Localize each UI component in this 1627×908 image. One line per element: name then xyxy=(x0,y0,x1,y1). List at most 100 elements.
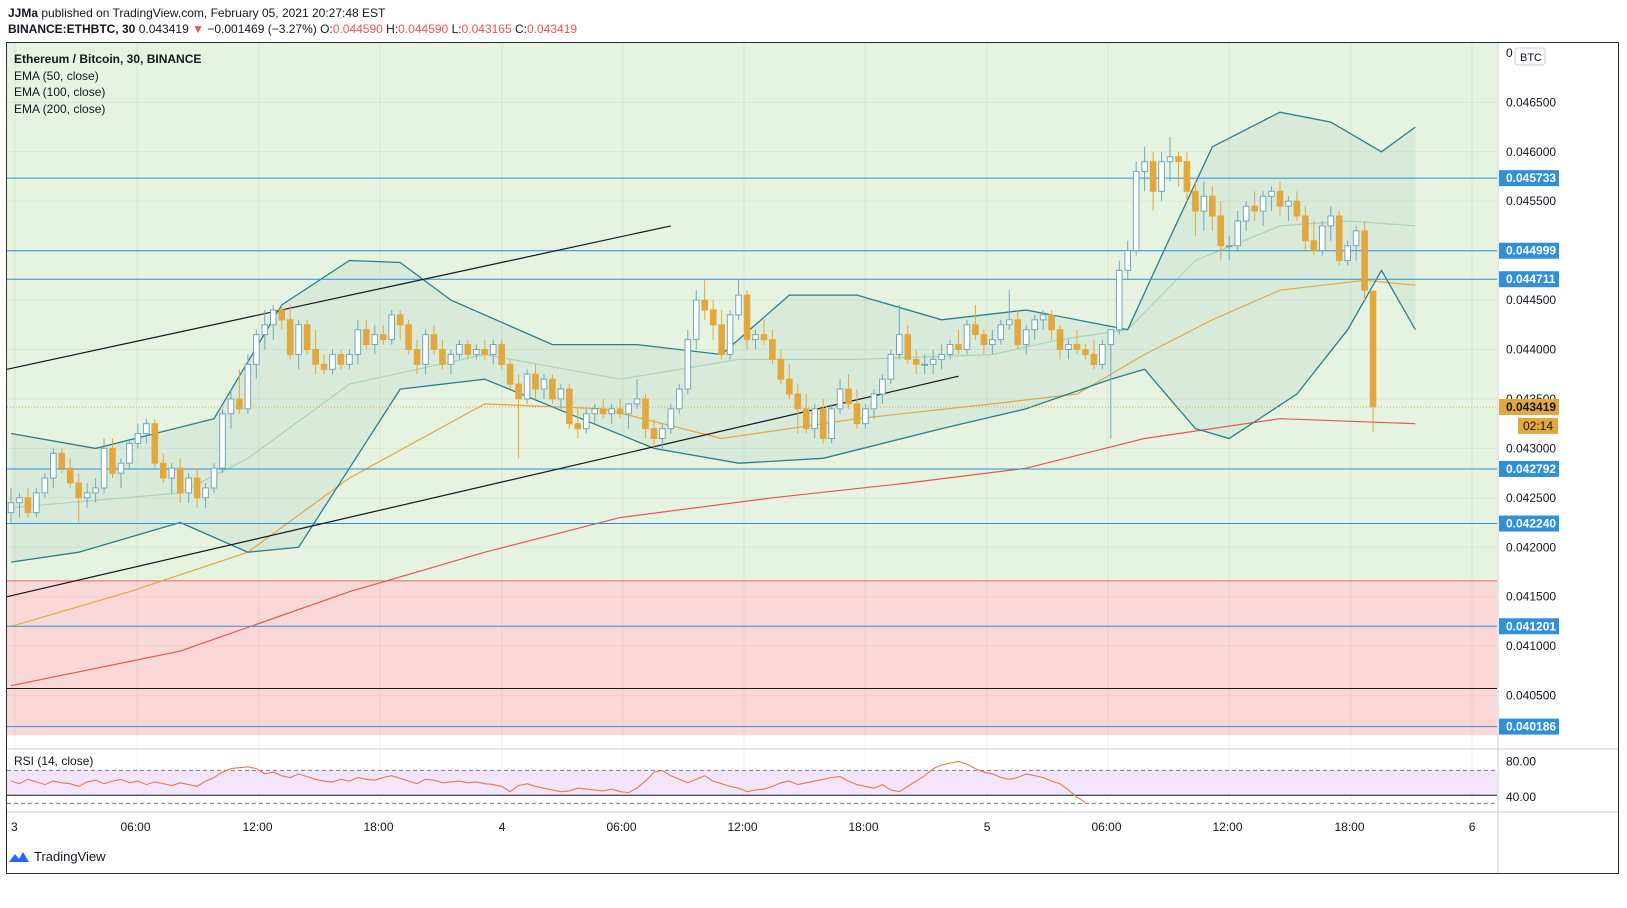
candle-body xyxy=(481,349,489,355)
candle xyxy=(515,374,522,459)
candle xyxy=(1251,191,1258,221)
candle xyxy=(1166,136,1174,182)
candle xyxy=(473,344,480,360)
candle-body xyxy=(1056,329,1064,351)
candle xyxy=(1285,196,1292,221)
candle xyxy=(337,349,345,370)
candle-body xyxy=(41,477,49,494)
candle-body xyxy=(642,398,649,430)
candle xyxy=(261,309,269,350)
legend-ema50[interactable]: EMA (50, close) xyxy=(14,68,99,83)
candle-body xyxy=(692,299,700,341)
candle-body xyxy=(921,363,928,366)
candle xyxy=(1319,220,1326,256)
price-change: −0.001469 (−3.27%) xyxy=(207,22,317,36)
candle xyxy=(955,329,962,355)
candle xyxy=(227,389,235,429)
candle xyxy=(777,349,785,385)
candle xyxy=(1276,181,1284,217)
candle xyxy=(396,309,404,340)
candle-body xyxy=(743,294,751,341)
candle-body xyxy=(422,334,429,365)
candle-body xyxy=(1225,245,1233,248)
candle xyxy=(1005,290,1013,330)
candle-body xyxy=(912,358,920,365)
candle xyxy=(1073,329,1081,355)
candle-body xyxy=(430,334,438,351)
candles xyxy=(7,136,1377,523)
candle xyxy=(591,403,599,424)
candle-body xyxy=(819,408,827,439)
candle xyxy=(117,458,125,488)
candle xyxy=(41,473,49,498)
level-tag xyxy=(1499,170,1559,187)
candle xyxy=(1039,309,1047,330)
candle xyxy=(642,394,649,439)
candle xyxy=(1200,181,1208,231)
candle-body xyxy=(1200,195,1208,212)
candle-body xyxy=(396,314,404,326)
candle xyxy=(329,349,336,375)
candle xyxy=(633,379,641,409)
candle xyxy=(557,384,565,409)
candle-body xyxy=(134,433,142,444)
brand[interactable]: TradingView xyxy=(34,849,106,864)
legend: Ethereum / Bitcoin, 30, BINANCE EMA (50,… xyxy=(14,51,201,117)
candle xyxy=(1327,206,1335,241)
candle xyxy=(574,408,582,439)
candle-body xyxy=(7,502,15,514)
candle xyxy=(862,403,869,429)
candle xyxy=(1183,151,1191,202)
candle xyxy=(1175,151,1182,187)
candle-body xyxy=(312,349,319,365)
candle xyxy=(929,349,937,375)
candle-body xyxy=(1259,195,1267,212)
candle xyxy=(582,408,590,434)
candle-body xyxy=(667,408,675,430)
legend-ema100[interactable]: EMA (100, close) xyxy=(14,85,106,99)
last-price-label: 0.043419 xyxy=(1506,400,1556,414)
candle-body xyxy=(853,403,861,425)
published-text: published on TradingView.com, February 0… xyxy=(41,6,386,20)
candle xyxy=(1090,339,1098,370)
candle-body xyxy=(862,408,869,425)
candle xyxy=(354,319,362,365)
candle-body xyxy=(1124,250,1132,271)
candle-body xyxy=(786,378,793,395)
symbol: BINANCE:ETHBTC, 30 xyxy=(8,22,136,36)
candle-body xyxy=(904,334,912,360)
candle xyxy=(566,384,573,429)
bollinger-lower-line xyxy=(10,269,1416,563)
rsi-tick-label: 40.00 xyxy=(1506,790,1536,804)
candle-body xyxy=(616,408,624,415)
candle-body xyxy=(523,373,531,400)
candle xyxy=(608,403,615,424)
candle-body xyxy=(955,344,962,351)
candle xyxy=(1302,206,1309,251)
candle xyxy=(1022,324,1030,355)
candle-body xyxy=(828,408,835,439)
candle xyxy=(295,319,302,370)
grid xyxy=(7,43,1497,806)
candle xyxy=(650,418,658,449)
candle-body xyxy=(1335,215,1343,262)
x-tick-label: 5 xyxy=(984,820,991,834)
candle xyxy=(701,280,709,320)
candle-body xyxy=(1073,344,1081,351)
candle-body xyxy=(929,358,937,365)
candle xyxy=(346,349,353,370)
candle-body xyxy=(253,334,260,365)
legend-ema200[interactable]: EMA (200, close) xyxy=(14,101,106,116)
x-tick-label: 18:00 xyxy=(849,820,879,834)
candle xyxy=(853,389,861,429)
candle xyxy=(938,344,945,370)
candle xyxy=(794,384,802,434)
candle xyxy=(989,329,996,355)
candle-body xyxy=(701,299,709,311)
candle-body xyxy=(659,428,666,439)
candle-body xyxy=(1158,161,1165,192)
author[interactable]: JJMa xyxy=(8,6,39,20)
candle-body xyxy=(1234,220,1242,247)
level-tag-label: 0.042792 xyxy=(1506,462,1556,476)
